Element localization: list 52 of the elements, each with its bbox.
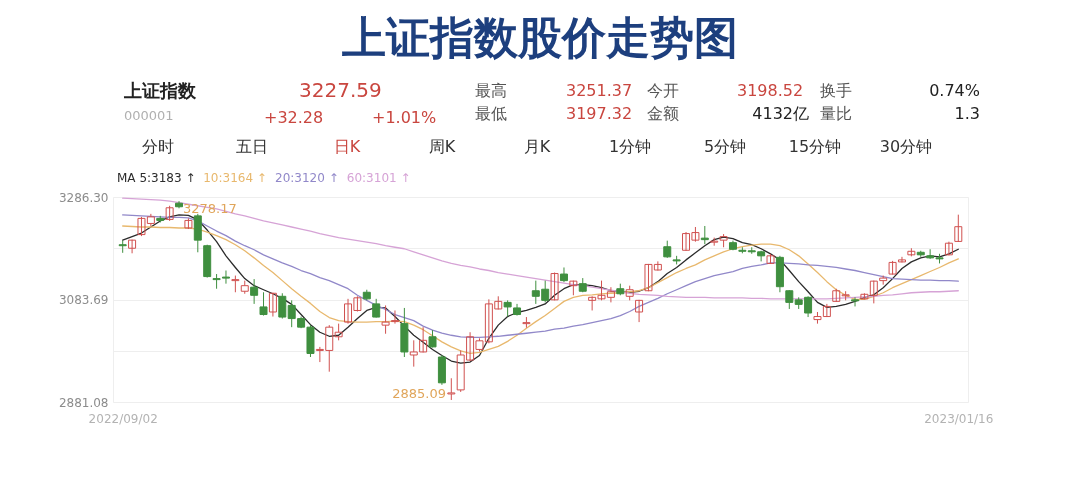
text: 1.3 (954, 104, 980, 123)
candlestick (372, 298, 381, 319)
text: 换手 (820, 81, 852, 100)
text: 15分钟 (788, 137, 842, 156)
text: 量比 (820, 104, 852, 123)
text: 0.74% (929, 81, 980, 100)
text: 今开 (647, 81, 679, 100)
y-tick-label: 2881.08 (58, 395, 109, 410)
text: 上证指数 (123, 80, 197, 101)
candlestick (259, 291, 268, 317)
text: MA 5:3183 ↑ (117, 171, 196, 185)
chart-title: 上证指数股价走势图 (342, 12, 738, 63)
candlestick (250, 278, 259, 305)
text: 3198.52 (737, 81, 804, 100)
text: 20:3120 ↑ (275, 171, 339, 185)
x-tick-label: 2022/09/02 (88, 411, 158, 426)
candlestick (851, 296, 860, 307)
text: 5分钟 (703, 137, 747, 156)
text: +1.01% (372, 108, 437, 127)
text: 10:3164 ↑ (203, 171, 267, 185)
candlestick (785, 289, 794, 310)
text: 分时 (142, 137, 174, 156)
text: 30分钟 (879, 137, 933, 156)
text: 3197.32 (566, 104, 633, 123)
annotation: 2885.09 (392, 386, 446, 401)
text: 五日 (236, 137, 268, 156)
candlestick (128, 239, 137, 254)
candlestick (559, 266, 568, 283)
x-tick-label: 2023/01/16 (924, 411, 994, 426)
candlestick (635, 299, 644, 323)
candlestick (954, 214, 963, 243)
text: +32.28 (264, 108, 324, 127)
candlestick (268, 292, 277, 318)
text: 最高 (475, 81, 507, 100)
y-tick-label: 3286.30 (58, 190, 109, 205)
text: 3227.59 (299, 78, 382, 102)
text: 60:3101 ↑ (346, 171, 411, 185)
candlestick (278, 292, 287, 320)
text: 日K (333, 137, 361, 156)
text: 000001 (124, 108, 174, 123)
candlestick (700, 225, 709, 245)
candlestick (550, 272, 559, 301)
text: 1分钟 (608, 137, 652, 156)
line-series (122, 214, 959, 338)
text: 3251.37 (566, 81, 633, 100)
candlestick (944, 241, 953, 256)
text: 月K (523, 137, 551, 156)
text: 最低 (475, 104, 507, 123)
y-tick-label: 3083.69 (58, 293, 109, 307)
text: 周K (428, 137, 456, 156)
text: 金额 (647, 104, 679, 123)
text: 4132亿 (752, 104, 809, 123)
